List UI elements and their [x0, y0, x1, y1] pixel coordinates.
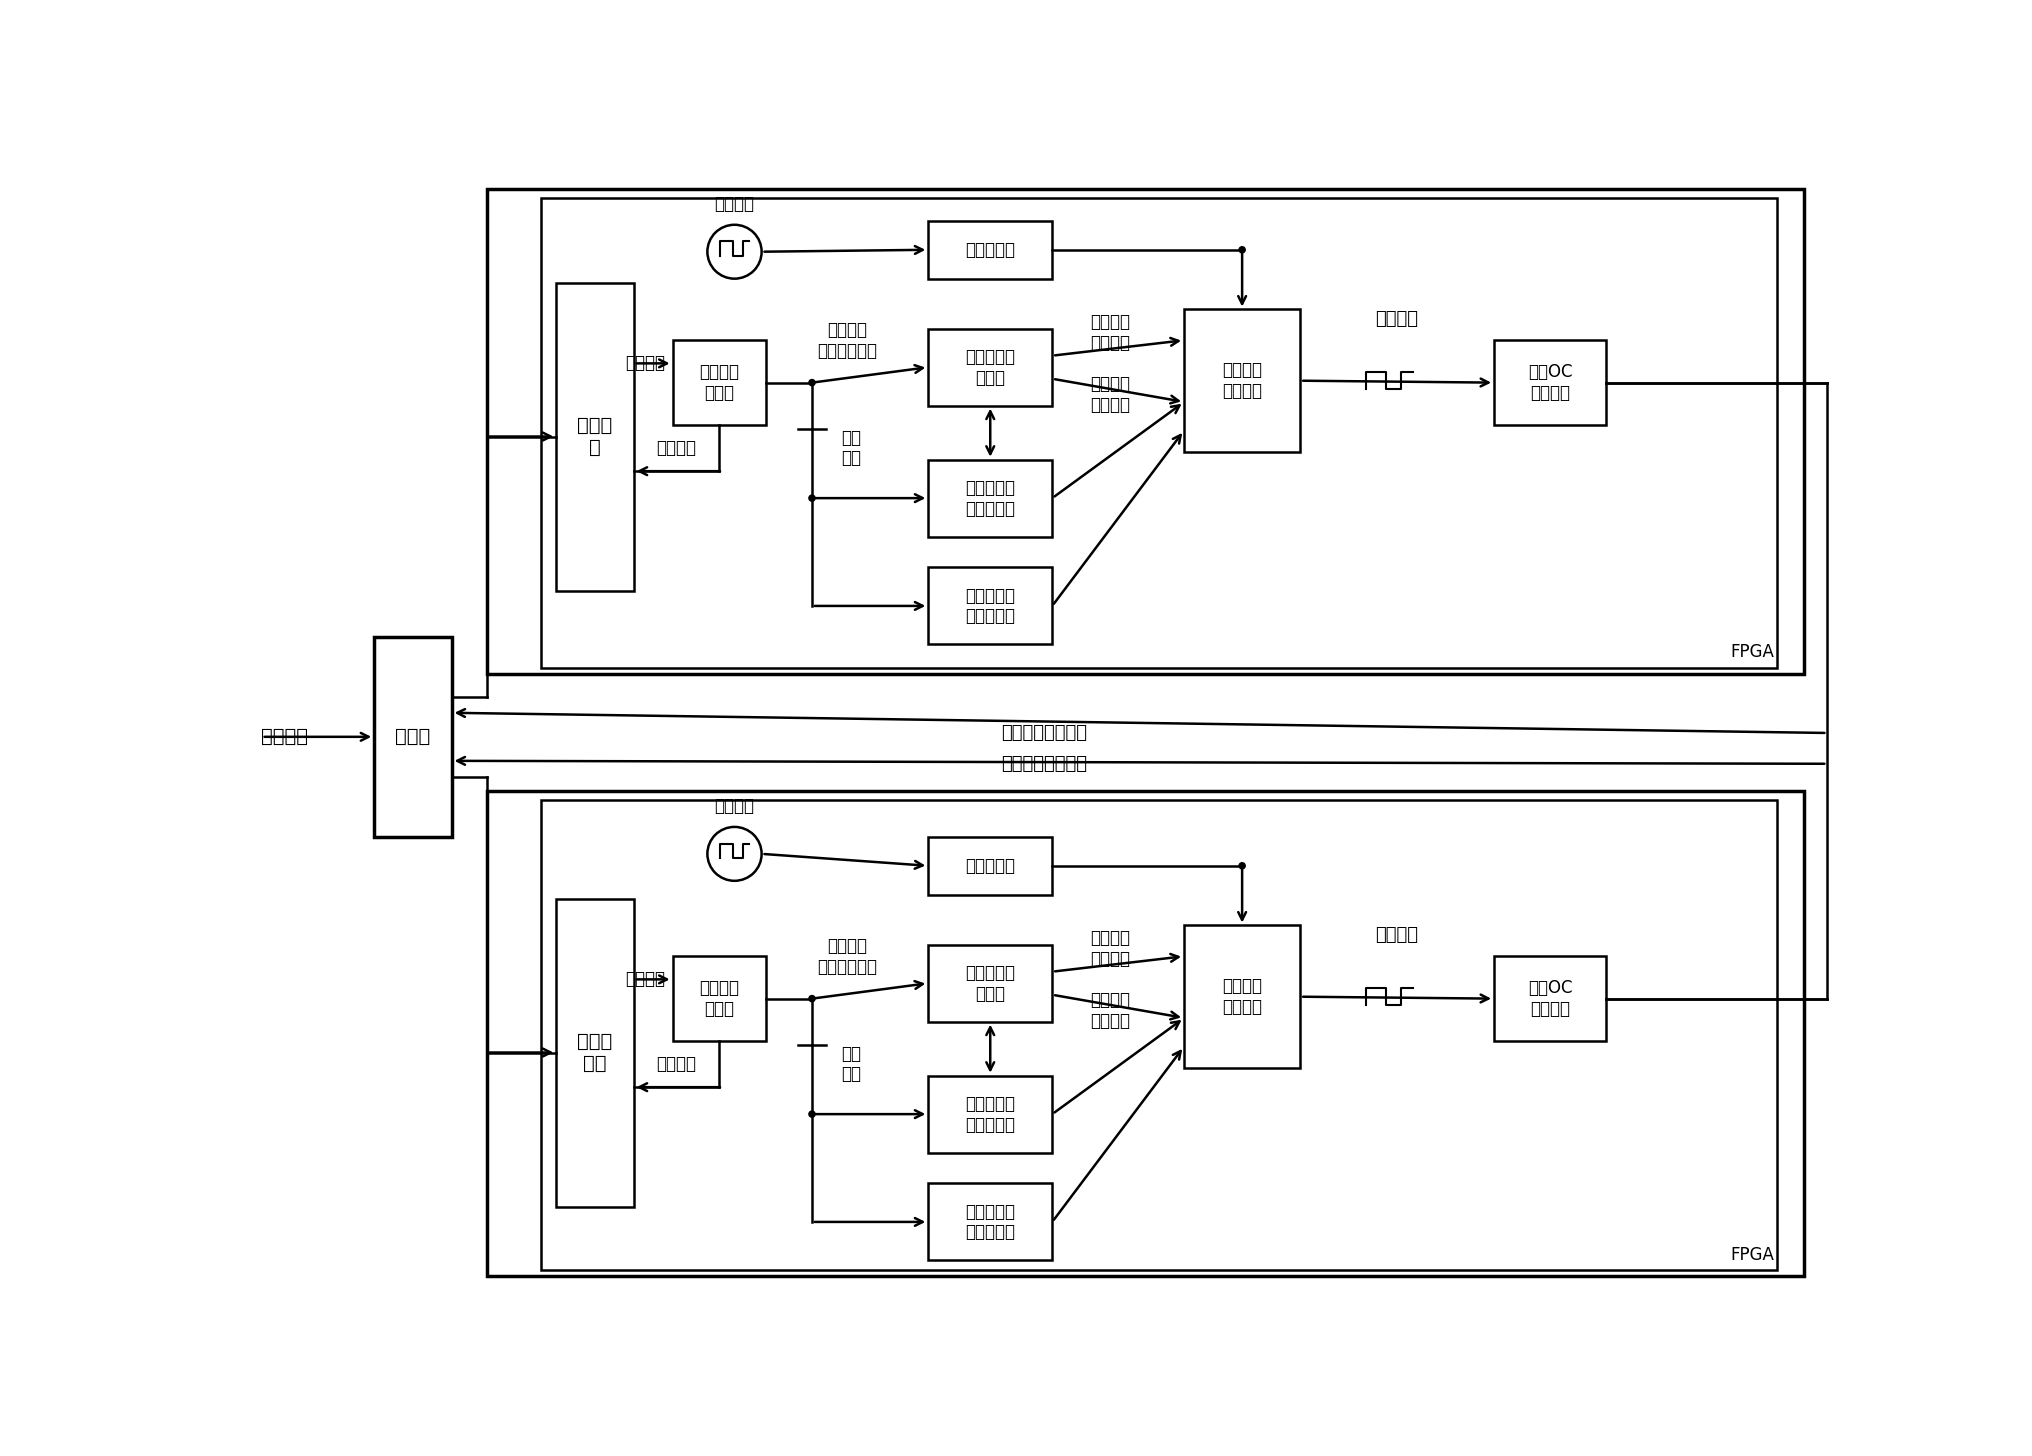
Bar — [673, 957, 766, 1041]
Bar — [557, 282, 634, 591]
Text: 第一备机
切机使能: 第一备机 切机使能 — [1091, 929, 1130, 968]
Text: 备机硬件
看门狗: 备机硬件 看门狗 — [699, 980, 740, 1018]
Text: 主机OC
驱动芯片: 主机OC 驱动芯片 — [1528, 363, 1573, 402]
Bar — [541, 198, 1776, 667]
Text: 主机累计狗
和计数模块: 主机累计狗 和计数模块 — [965, 587, 1016, 625]
Text: 继电器: 继电器 — [396, 728, 431, 747]
Text: 主机分频器: 主机分频器 — [965, 240, 1016, 259]
Text: 脉冲信号: 脉冲信号 — [1376, 926, 1418, 943]
Text: 第二备机
切机使能: 第二备机 切机使能 — [1091, 990, 1130, 1029]
Text: 复位信号: 复位信号 — [656, 440, 697, 457]
Text: 主机硬件
看门狗: 主机硬件 看门狗 — [699, 363, 740, 402]
Text: 备机指令
生成模块: 备机指令 生成模块 — [1221, 977, 1262, 1016]
Circle shape — [809, 380, 815, 386]
Bar — [486, 791, 1804, 1275]
Text: 复位信号: 复位信号 — [656, 1056, 697, 1073]
Text: 脉冲信号: 脉冲信号 — [1376, 310, 1418, 328]
Bar — [929, 1184, 1053, 1261]
Bar — [1185, 926, 1300, 1067]
Text: 主机加电备机断电: 主机加电备机断电 — [1002, 754, 1087, 773]
Text: 备机分频器: 备机分频器 — [965, 856, 1016, 875]
Bar — [929, 837, 1053, 894]
Bar — [541, 799, 1776, 1270]
Circle shape — [1240, 863, 1246, 869]
Text: FPGA: FPGA — [1729, 644, 1774, 661]
Circle shape — [809, 996, 815, 1002]
Bar — [929, 221, 1053, 278]
Text: 脉冲信号: 脉冲信号 — [624, 354, 664, 373]
Text: 备机狗和计
数模块: 备机狗和计 数模块 — [965, 964, 1016, 1003]
Text: 备机OC
驱动芯片: 备机OC 驱动芯片 — [1528, 980, 1573, 1018]
Text: 备机加电主机断电: 备机加电主机断电 — [1002, 724, 1087, 743]
Text: 主机指令
生成模块: 主机指令 生成模块 — [1221, 361, 1262, 400]
Text: 主机时钟: 主机时钟 — [715, 195, 754, 213]
Bar — [929, 945, 1053, 1022]
Circle shape — [809, 1111, 815, 1117]
Text: 清零
信号: 清零 信号 — [841, 1044, 862, 1083]
Bar — [1185, 310, 1300, 451]
Text: 备用计
算机: 备用计 算机 — [577, 1032, 612, 1073]
Text: 主机狗和计
数模块: 主机狗和计 数模块 — [965, 348, 1016, 387]
Bar — [929, 1076, 1053, 1153]
Text: 备机时钟: 备机时钟 — [715, 796, 754, 815]
Bar — [929, 568, 1053, 645]
Text: 复位信号
（狗和信号）: 复位信号 （狗和信号） — [817, 320, 878, 360]
Text: 备机连续狗
和识别模块: 备机连续狗 和识别模块 — [965, 1095, 1016, 1134]
Bar — [929, 329, 1053, 406]
Bar — [557, 898, 634, 1207]
Circle shape — [809, 495, 815, 501]
Text: 第二主机
切机使能: 第二主机 切机使能 — [1091, 374, 1130, 414]
Bar — [1494, 957, 1607, 1041]
Bar — [929, 460, 1053, 537]
Circle shape — [1240, 246, 1246, 253]
Bar — [486, 189, 1804, 674]
Text: 脉冲信号: 脉冲信号 — [624, 970, 664, 989]
Text: 清零
信号: 清零 信号 — [841, 428, 862, 467]
Text: 供电输入: 供电输入 — [262, 728, 309, 747]
Text: 复位信号
（狗和信号）: 复位信号 （狗和信号） — [817, 936, 878, 976]
Text: 主机连续狗
和识别模块: 主机连续狗 和识别模块 — [965, 479, 1016, 517]
Text: 第一主机
切机使能: 第一主机 切机使能 — [1091, 313, 1130, 352]
Bar — [374, 636, 451, 837]
Text: 备机累计狗
和计数模块: 备机累计狗 和计数模块 — [965, 1203, 1016, 1242]
Text: FPGA: FPGA — [1729, 1245, 1774, 1264]
Bar — [1494, 341, 1607, 425]
Bar — [673, 341, 766, 425]
Text: 主计算
机: 主计算 机 — [577, 416, 612, 457]
